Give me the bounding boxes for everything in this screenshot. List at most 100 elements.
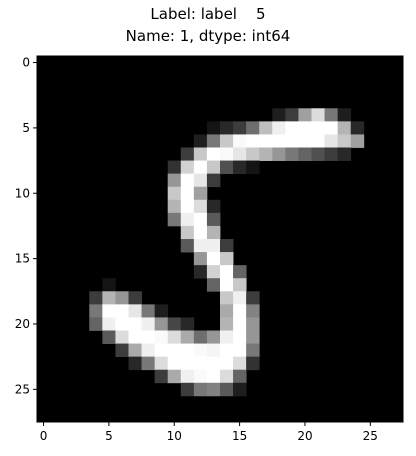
y-tick-label: 0 (22, 56, 30, 70)
pixel-cell (220, 278, 234, 292)
x-tick-label: 25 (363, 429, 378, 443)
pixel-cell (206, 278, 221, 292)
pixel-cell (206, 173, 221, 188)
y-tick-label: 5 (22, 121, 30, 135)
pixel-cell (193, 265, 208, 279)
pixel-cell (154, 343, 169, 358)
pixel-cell (102, 317, 116, 331)
pixel-cell (102, 330, 116, 344)
pixel-cell (180, 173, 195, 188)
pixel-cell (206, 369, 221, 384)
pixel-cell (233, 147, 247, 161)
pixel-cell (193, 212, 208, 227)
pixel-cell (233, 356, 247, 371)
pixel-cell (180, 212, 195, 227)
y-tick-label: 10 (15, 186, 30, 200)
pixel-cell (193, 173, 208, 188)
pixel-cell (206, 160, 221, 175)
pixel-cell (115, 291, 129, 305)
pixel-cell (167, 186, 182, 201)
pixel-cell (154, 369, 169, 384)
pixel-cell (246, 160, 260, 175)
x-tick-label: 20 (297, 429, 312, 443)
pixel-cell (167, 343, 182, 358)
pixel-cell (220, 239, 234, 253)
x-tick-label: 15 (232, 429, 247, 443)
x-tick-label: 10 (167, 429, 182, 443)
pixel-cell (193, 160, 208, 175)
pixel-cell (324, 147, 339, 161)
pixel-cell (337, 134, 352, 148)
pixel-cell (102, 278, 116, 292)
pixel-cell (220, 121, 234, 135)
pixel-cell (180, 369, 195, 384)
pixel-cell (233, 121, 247, 135)
pixel-cell (141, 317, 156, 331)
pixel-cell (220, 369, 234, 384)
pixel-cell (233, 317, 247, 331)
pixel-cell (220, 343, 234, 358)
pixel-cell (206, 147, 221, 161)
chart-title-line-1: Label: label 5 (150, 5, 266, 23)
pixel-cell (220, 134, 234, 148)
pixel-cell (311, 147, 325, 161)
pixel-cell (193, 356, 208, 371)
pixel-cell (167, 330, 182, 344)
pixel-cell (180, 186, 195, 201)
pixel-cell (180, 382, 195, 397)
pixel-cell (233, 278, 247, 292)
pixel-cell (220, 252, 234, 266)
pixel-cell (246, 291, 260, 305)
pixel-cell (337, 121, 352, 135)
pixel-cell (167, 212, 182, 227)
pixel-cell (206, 252, 221, 266)
pixel-cell (180, 147, 195, 161)
pixel-cell (206, 239, 221, 253)
pixel-cell (167, 317, 182, 331)
pixel-grid (37, 56, 403, 422)
pixel-cell (154, 330, 169, 344)
pixel-cell (128, 291, 142, 305)
pixel-cell (220, 356, 234, 371)
pixel-cell (206, 121, 221, 135)
x-tick-label: 0 (40, 429, 48, 443)
pixel-cell (272, 108, 286, 122)
pixel-cell (180, 356, 195, 371)
pixel-cell (206, 134, 221, 148)
pixel-cell (193, 199, 208, 214)
pixel-cell (233, 382, 247, 397)
pixel-cell (193, 134, 208, 148)
y-tick-label: 15 (15, 252, 30, 266)
pixel-cell (220, 291, 234, 305)
pixel-cell (193, 147, 208, 161)
pixel-cell (128, 343, 142, 358)
pixel-cell (350, 134, 365, 148)
chart-title-line-2: Name: 1, dtype: int64 (125, 27, 291, 45)
pixel-cell (337, 108, 352, 122)
pixel-cell (246, 304, 260, 318)
pixel-cell (193, 343, 208, 358)
pixel-cell (311, 121, 325, 135)
pixel-cell (259, 134, 273, 148)
pixel-cell (89, 317, 103, 331)
pixel-cell (220, 382, 234, 397)
pixel-cell (233, 343, 247, 358)
pixel-cell (233, 330, 247, 344)
pixel-cell (193, 382, 208, 397)
pixel-cell (350, 121, 365, 135)
pixel-cell (206, 265, 221, 279)
pixel-cell (167, 173, 182, 188)
pixel-cell (141, 330, 156, 344)
pixel-cell (324, 108, 339, 122)
pixel-cell (89, 291, 103, 305)
pixel-cell (233, 134, 247, 148)
pixel-cell (337, 147, 352, 161)
pixel-cell (180, 330, 195, 344)
pixel-cell (193, 330, 208, 344)
pixel-cell (128, 356, 142, 371)
pixel-cell (324, 121, 339, 135)
pixel-cell (233, 265, 247, 279)
pixel-cell (311, 108, 325, 122)
pixel-cell (180, 225, 195, 240)
